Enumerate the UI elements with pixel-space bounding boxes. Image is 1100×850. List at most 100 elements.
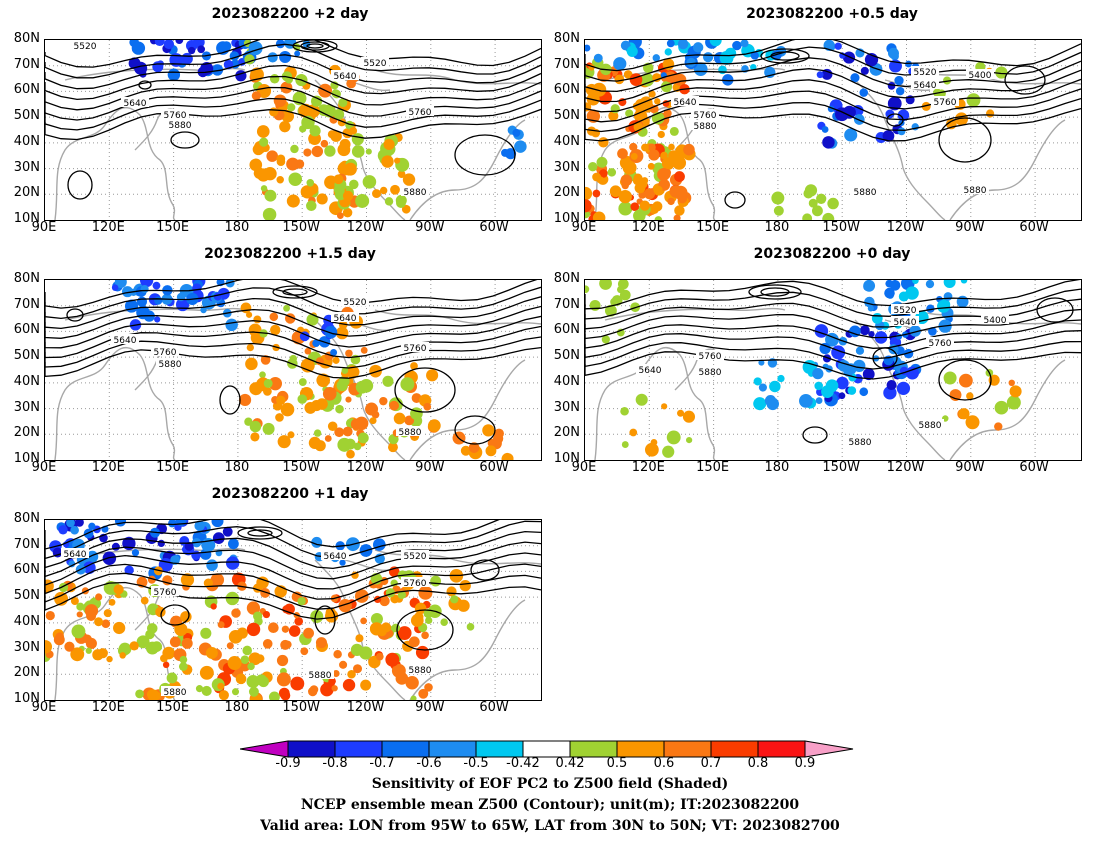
lat-tick-label: 80N xyxy=(553,271,580,286)
map-canvas: 5640 5640 5520 5760 5760 5880 5880 5880 xyxy=(45,520,541,700)
colorbar xyxy=(240,740,854,758)
colorbar-tick-label: 0.42 xyxy=(555,756,585,771)
contour-label: 5880 xyxy=(694,122,717,132)
colorbar-tick-label: -0.7 xyxy=(369,756,395,771)
contour-label: 5880 xyxy=(919,421,942,431)
lon-tick-label: 150E xyxy=(156,460,190,475)
contour-label: 5400 xyxy=(969,71,992,81)
caption-line-1: Sensitivity of EOF PC2 to Z500 field (Sh… xyxy=(371,776,729,792)
lat-tick-label: 60N xyxy=(13,82,40,98)
lat-tick-label: 70N xyxy=(13,536,40,552)
lat-tick-label: 20N xyxy=(13,665,40,681)
lon-tick-label: 90W xyxy=(415,700,445,715)
map-canvas: 5520 5640 5400 5760 5760 5640 5880 5880 5880 xyxy=(585,280,1081,460)
contour-label: 5520 xyxy=(74,42,97,52)
lat-tick-label: 40N xyxy=(13,613,40,629)
lat-tick-label: 10N xyxy=(13,211,40,226)
lat-tick-label: 60N xyxy=(13,562,40,578)
contour-label: 5760 xyxy=(404,579,427,589)
lat-tick-label: 50N xyxy=(553,348,580,364)
map-canvas: 5520 5640 5640 5760 5880 5760 5880 xyxy=(45,280,541,460)
contour-label: 5640 xyxy=(114,336,137,346)
contour-label: 5400 xyxy=(984,316,1007,326)
lon-tick-label: 90E xyxy=(31,700,57,715)
lat-tick-label: 10N xyxy=(553,211,580,226)
lat-tick-label: 70N xyxy=(553,296,580,312)
lon-tick-label: 180 xyxy=(764,220,790,235)
caption-line-2: NCEP ensemble mean Z500 (Contour); unit(… xyxy=(300,797,800,813)
contour-label: 5640 xyxy=(894,318,917,328)
lon-tick-label: 90W xyxy=(415,460,445,475)
lon-tick-label: 150E xyxy=(696,460,730,475)
lon-tick-label: 180 xyxy=(224,700,250,715)
lon-tick-label: 60W xyxy=(479,460,509,475)
lon-tick-label: 150E xyxy=(156,220,190,235)
lon-tick-label: 90E xyxy=(31,220,57,235)
contour-label: 5520 xyxy=(364,59,387,69)
contour-label: 5520 xyxy=(914,68,937,78)
lon-tick-label: 60W xyxy=(479,700,509,715)
lon-tick-label: 90E xyxy=(571,460,597,475)
lat-tick-label: 80N xyxy=(13,511,40,526)
colorbar-tick-label: 0.7 xyxy=(700,756,722,771)
lon-tick-label: 120E xyxy=(631,220,665,235)
colorbar-tick-label: -0.9 xyxy=(275,756,301,771)
lat-tick-label: 30N xyxy=(553,159,580,175)
lon-tick-label: 150E xyxy=(696,220,730,235)
contour-label: 5880 xyxy=(699,368,722,378)
lon-tick-label: 150W xyxy=(822,220,861,235)
colorbar-tick-label: -0.5 xyxy=(463,756,489,771)
contour-label: 5520 xyxy=(894,306,917,316)
lat-tick-label: 30N xyxy=(553,399,580,415)
lat-tick-label: 40N xyxy=(553,373,580,389)
contour-label: 5880 xyxy=(964,186,987,196)
lon-tick-label: 60W xyxy=(1019,220,1049,235)
contour-label: 5640 xyxy=(639,366,662,376)
lat-tick-label: 70N xyxy=(13,296,40,312)
contour-label: 5760 xyxy=(694,111,717,121)
contour-label: 5640 xyxy=(334,72,357,82)
lat-tick-label: 10N xyxy=(13,451,40,466)
contour-label: 5760 xyxy=(154,588,177,598)
panel-title: 2023082200 +2 day xyxy=(211,6,369,22)
lon-tick-label: 120E xyxy=(91,220,125,235)
map-frame: 5640 5640 5520 5760 5760 5880 5880 5880 xyxy=(44,519,542,701)
contour-label: 5640 xyxy=(674,98,697,108)
colorbar-tick-label: -0.6 xyxy=(416,756,442,771)
colorbar-tick-label: 0.9 xyxy=(794,756,816,771)
lon-tick-label: 150W xyxy=(822,460,861,475)
lat-tick-label: 60N xyxy=(553,322,580,338)
lon-tick-label: 180 xyxy=(224,460,250,475)
lat-tick-label: 50N xyxy=(553,108,580,124)
lon-tick-label: 180 xyxy=(224,220,250,235)
lon-tick-label: 150W xyxy=(282,460,321,475)
contour-label: 5880 xyxy=(849,438,872,448)
lat-tick-label: 30N xyxy=(13,159,40,175)
lon-tick-label: 120W xyxy=(346,700,385,715)
contour-label: 5760 xyxy=(154,348,177,358)
lon-tick-label: 150W xyxy=(282,700,321,715)
lon-tick-label: 120W xyxy=(886,460,925,475)
lon-tick-label: 150W xyxy=(282,220,321,235)
lat-tick-label: 40N xyxy=(553,133,580,149)
panel-title: 2023082200 +1 day xyxy=(211,486,369,502)
lon-tick-label: 120W xyxy=(886,220,925,235)
lon-tick-label: 90E xyxy=(571,220,597,235)
contour-label: 5880 xyxy=(164,688,187,698)
caption-line-3: Valid area: LON from 95W to 65W, LAT fro… xyxy=(260,818,840,834)
contour-label: 5640 xyxy=(324,552,347,562)
contour-label: 5640 xyxy=(124,99,147,109)
lat-tick-label: 10N xyxy=(13,691,40,706)
colorbar-tick-label: -0.42 xyxy=(506,756,540,771)
lon-tick-label: 120W xyxy=(346,220,385,235)
panel-title: 2023082200 +0 day xyxy=(753,246,911,262)
colorbar-tick-label: 0.6 xyxy=(653,756,675,771)
lat-tick-label: 20N xyxy=(13,185,40,201)
lon-tick-label: 120W xyxy=(346,460,385,475)
contour-label: 5880 xyxy=(854,188,877,198)
contour-label: 5760 xyxy=(934,98,957,108)
contour-label: 5640 xyxy=(914,81,937,91)
lat-tick-label: 60N xyxy=(553,82,580,98)
lat-tick-label: 80N xyxy=(553,31,580,46)
